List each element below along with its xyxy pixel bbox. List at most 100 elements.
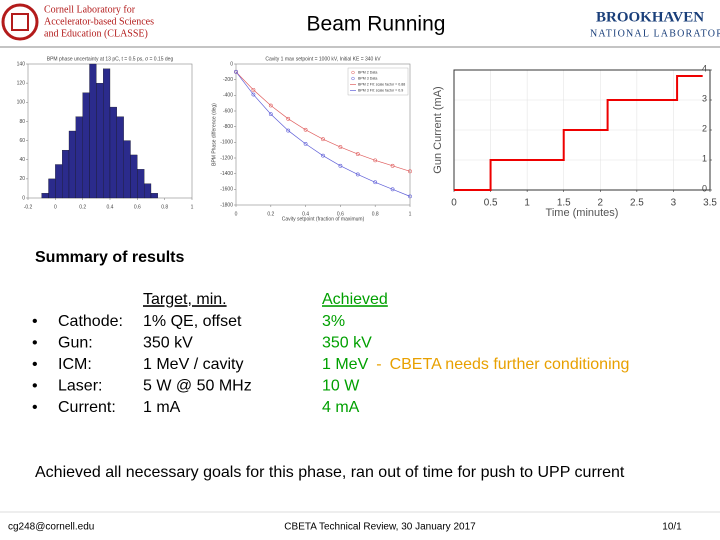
x-tick-label: 0.6 [134, 204, 141, 210]
y-tick-label: 100 [17, 100, 26, 106]
row-target: 1 mA [143, 399, 181, 416]
series-line [454, 75, 703, 191]
legend-label: BPM 3 Fit: scale factor = 0.9 [358, 88, 403, 92]
histogram-bar [89, 63, 97, 199]
histogram-bar [116, 116, 124, 199]
chart-title: Cavity 1 max setpoint = 1000 kV, Initial… [265, 56, 381, 62]
x-tick-label: 1 [524, 198, 530, 209]
histogram-bar [137, 169, 145, 199]
histogram-bar [123, 140, 131, 199]
y-tick-label: 140 [17, 61, 26, 67]
footer-email: cg248@cornell.edu [8, 522, 94, 533]
y-tick-label: 4 [702, 63, 707, 73]
x-tick-label: 0.8 [372, 211, 379, 217]
y-tick-label: 3 [702, 93, 707, 103]
data-point [355, 172, 360, 177]
data-point [390, 163, 395, 168]
row-achieved: 10 W [322, 378, 360, 395]
y-tick-label: 40 [19, 157, 25, 163]
x-tick-label: 0.6 [337, 211, 344, 217]
x-tick-label: -0.2 [24, 204, 33, 210]
summary-heading: Summary of results [35, 249, 184, 266]
data-point [303, 127, 308, 132]
data-point [251, 87, 256, 92]
y-axis-label: Gun Current (mA) [432, 86, 444, 173]
x-axis-label: Time (minutes) [546, 207, 619, 219]
data-point [251, 92, 256, 97]
bullet: • [32, 356, 38, 373]
y-tick-label: 80 [19, 119, 25, 125]
x-tick-label: 0 [54, 204, 57, 210]
y-tick-label: -1200 [220, 155, 233, 161]
column-header: Target, min. [143, 291, 227, 308]
x-tick-label: 1 [409, 211, 412, 217]
logo-text: Accelerator-based Sciences [44, 16, 154, 27]
data-point [268, 103, 273, 108]
bnl-name: BROOKHAVEN [596, 9, 704, 25]
x-tick-label: 0.2 [79, 204, 86, 210]
plot-frame [235, 63, 411, 206]
row-achieved: 4 mA [322, 399, 360, 416]
row-label: Gun: [58, 335, 93, 352]
y-tick-label: 0 [22, 195, 25, 201]
histogram-bar [48, 178, 56, 199]
y-tick-label: -600 [223, 108, 233, 114]
row-target: 5 W @ 50 MHz [143, 378, 252, 395]
y-tick-label: 2 [702, 123, 707, 133]
data-point [373, 158, 378, 163]
chart-title: BPM phase uncertainty at 13 pC, t = 0.5 … [47, 56, 174, 62]
cornell-shield [11, 13, 29, 31]
row-target: 1% QE, offset [143, 313, 242, 330]
y-tick-label: -400 [223, 93, 233, 99]
x-tick-label: 0.2 [267, 211, 274, 217]
data-point [355, 152, 360, 156]
bullet: • [32, 399, 38, 416]
y-tick-label: -1800 [220, 202, 233, 208]
data-point [286, 128, 291, 133]
row-label: ICM: [58, 356, 92, 373]
row-label: Cathode: [58, 313, 123, 330]
logo-text: Cornell Laboratory for [44, 4, 136, 15]
y-axis-label: BPM Phase difference (deg) [211, 103, 217, 166]
data-point [303, 141, 308, 146]
row-achieved: 1 MeV [322, 356, 369, 373]
row-separator: - [376, 356, 381, 373]
x-tick-label: 3 [671, 198, 677, 209]
x-tick-label: 0 [451, 198, 457, 209]
histogram-bar [75, 116, 83, 199]
histogram-bar [109, 106, 117, 199]
data-point [338, 163, 343, 168]
row-label: Current: [58, 399, 116, 416]
histogram-bar [150, 193, 158, 199]
data-point [268, 112, 273, 117]
histogram-bar [55, 164, 63, 199]
row-target: 1 MeV / cavity [143, 356, 243, 373]
legend-label: BPM 3 Data [358, 76, 377, 80]
histogram-bar [41, 193, 49, 199]
data-point [234, 69, 238, 74]
data-point [373, 180, 378, 185]
y-tick-label: -200 [223, 77, 233, 83]
plot-frame [453, 69, 711, 191]
histogram-bar [62, 149, 70, 199]
x-tick-label: 0.5 [484, 198, 498, 209]
legend-label: BPM 2 Fit: scale factor = 0.88 [358, 82, 405, 86]
y-tick-label: -1000 [220, 140, 233, 146]
column-header: Achieved [322, 291, 388, 308]
y-tick-label: -800 [223, 124, 233, 130]
legend-marker [351, 70, 355, 75]
histogram-bar [96, 82, 104, 199]
histogram-bar [144, 183, 152, 199]
row-label: Laser: [58, 378, 102, 395]
histogram-bar [82, 92, 90, 199]
x-tick-label: 3.5 [703, 198, 717, 209]
footer-page: 10/1 [662, 522, 682, 533]
data-point [408, 169, 412, 174]
cornell-seal [1, 3, 39, 41]
slide-title: Beam Running [307, 13, 446, 36]
series-line [235, 71, 411, 172]
histogram-bar [130, 154, 138, 199]
y-tick-label: -1600 [220, 187, 233, 193]
data-point [408, 194, 412, 199]
x-tick-label: 0.4 [107, 204, 114, 210]
